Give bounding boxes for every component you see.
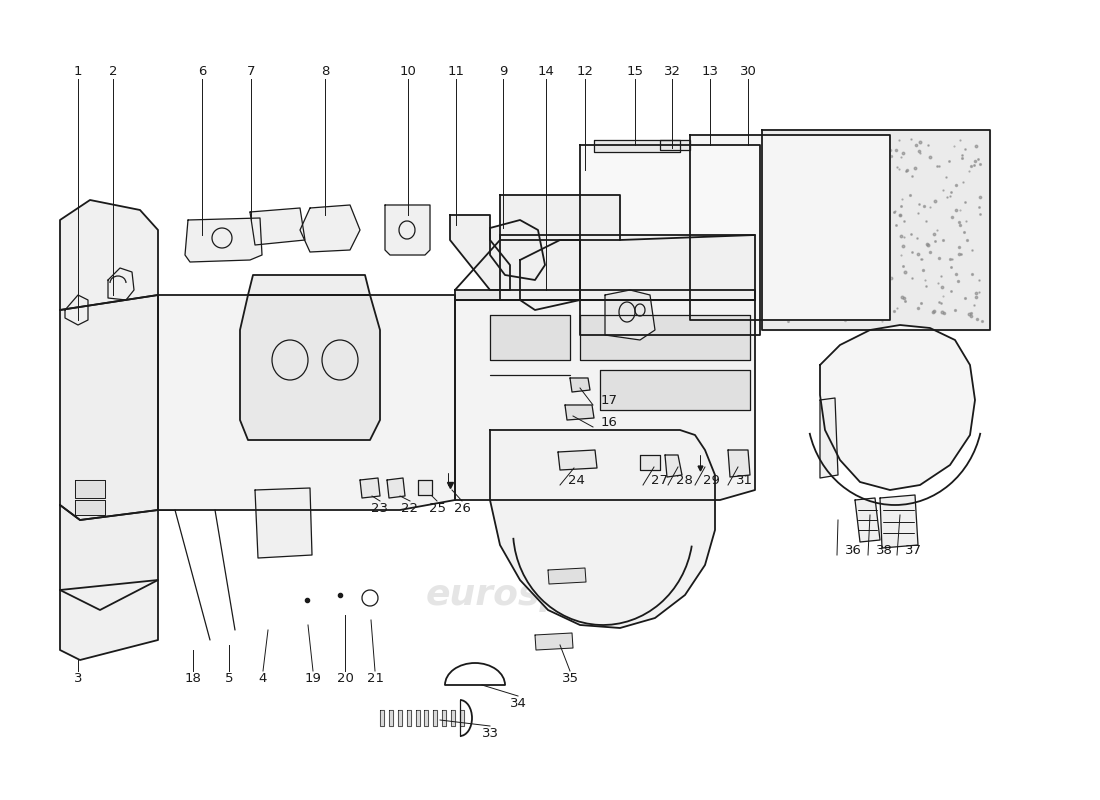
Text: 25: 25 <box>429 502 446 515</box>
Polygon shape <box>60 505 158 610</box>
Text: 33: 33 <box>482 727 498 740</box>
Polygon shape <box>300 205 360 252</box>
Polygon shape <box>60 295 158 520</box>
Text: 29: 29 <box>703 474 719 486</box>
Polygon shape <box>418 480 432 495</box>
Polygon shape <box>65 295 88 325</box>
Text: 9: 9 <box>498 65 507 78</box>
Polygon shape <box>666 455 682 477</box>
Polygon shape <box>570 378 590 392</box>
Text: 12: 12 <box>576 65 594 78</box>
Polygon shape <box>185 218 262 262</box>
Text: 6: 6 <box>198 65 206 78</box>
Polygon shape <box>762 130 990 330</box>
Polygon shape <box>520 240 580 310</box>
Polygon shape <box>490 315 570 360</box>
Polygon shape <box>455 290 755 300</box>
Polygon shape <box>240 295 380 440</box>
Polygon shape <box>60 580 158 660</box>
Text: 36: 36 <box>845 543 862 557</box>
Text: 4: 4 <box>258 672 267 685</box>
Text: 28: 28 <box>676 474 693 486</box>
Polygon shape <box>500 235 755 300</box>
Text: autospares: autospares <box>674 214 886 246</box>
Polygon shape <box>558 450 597 470</box>
Polygon shape <box>75 480 104 498</box>
Text: 7: 7 <box>246 65 255 78</box>
Text: 14: 14 <box>538 65 554 78</box>
Polygon shape <box>60 200 158 310</box>
Text: 16: 16 <box>601 415 618 429</box>
Polygon shape <box>360 478 379 498</box>
Text: 8: 8 <box>321 65 329 78</box>
Polygon shape <box>250 208 305 245</box>
Polygon shape <box>580 315 750 360</box>
Polygon shape <box>389 710 393 726</box>
Text: 20: 20 <box>337 672 353 685</box>
Text: 21: 21 <box>366 672 384 685</box>
Text: 1: 1 <box>74 65 82 78</box>
Polygon shape <box>158 295 455 510</box>
Polygon shape <box>108 268 134 300</box>
Polygon shape <box>379 710 384 726</box>
Text: 2: 2 <box>109 65 118 78</box>
Polygon shape <box>640 455 660 470</box>
Polygon shape <box>387 478 405 498</box>
Text: eurospares: eurospares <box>426 578 654 612</box>
Polygon shape <box>548 568 586 584</box>
Polygon shape <box>451 710 455 726</box>
Polygon shape <box>690 135 890 320</box>
Text: 24: 24 <box>568 474 585 486</box>
Text: 3: 3 <box>74 672 82 685</box>
Polygon shape <box>580 145 760 335</box>
Text: 34: 34 <box>509 697 527 710</box>
Polygon shape <box>500 195 620 240</box>
Polygon shape <box>660 140 690 150</box>
Text: 15: 15 <box>627 65 644 78</box>
Polygon shape <box>820 325 975 490</box>
Text: 22: 22 <box>402 502 418 515</box>
Polygon shape <box>75 500 104 515</box>
Text: 35: 35 <box>561 672 579 685</box>
Text: 11: 11 <box>448 65 464 78</box>
Polygon shape <box>455 300 755 500</box>
Polygon shape <box>565 405 594 420</box>
Polygon shape <box>407 710 410 726</box>
Polygon shape <box>450 215 510 290</box>
Polygon shape <box>728 450 750 477</box>
Text: 23: 23 <box>372 502 388 515</box>
Text: 32: 32 <box>663 65 681 78</box>
Polygon shape <box>820 398 838 478</box>
Polygon shape <box>433 710 438 726</box>
Polygon shape <box>460 710 464 726</box>
Text: 26: 26 <box>453 502 471 515</box>
Text: 18: 18 <box>185 672 201 685</box>
Polygon shape <box>600 370 750 410</box>
Text: 38: 38 <box>876 543 893 557</box>
Polygon shape <box>594 140 680 152</box>
Text: 30: 30 <box>739 65 757 78</box>
Polygon shape <box>490 220 544 280</box>
Polygon shape <box>855 498 880 542</box>
Polygon shape <box>535 633 573 650</box>
Polygon shape <box>248 275 370 295</box>
Text: 5: 5 <box>224 672 233 685</box>
Polygon shape <box>398 710 402 726</box>
Text: 19: 19 <box>305 672 321 685</box>
Polygon shape <box>385 205 430 255</box>
Polygon shape <box>425 710 428 726</box>
Text: 17: 17 <box>601 394 618 406</box>
Polygon shape <box>442 710 447 726</box>
Text: 37: 37 <box>905 543 922 557</box>
Polygon shape <box>490 430 715 628</box>
Text: 31: 31 <box>736 474 754 486</box>
Polygon shape <box>416 710 419 726</box>
Text: 27: 27 <box>651 474 668 486</box>
Text: 13: 13 <box>702 65 718 78</box>
Polygon shape <box>880 495 918 548</box>
Polygon shape <box>605 290 654 340</box>
Text: 10: 10 <box>399 65 417 78</box>
Polygon shape <box>255 488 312 558</box>
Text: eurospares: eurospares <box>117 341 363 379</box>
